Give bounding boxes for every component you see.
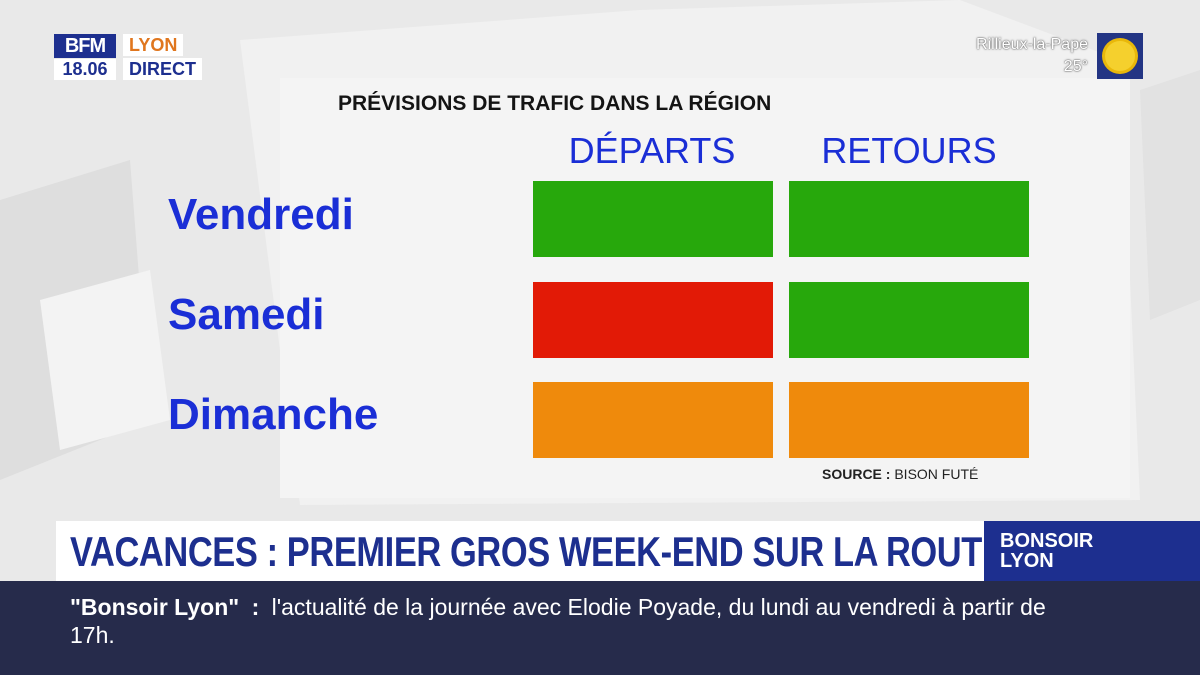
cell-samedi-retours bbox=[789, 282, 1029, 358]
cell-dimanche-departs bbox=[533, 382, 773, 458]
source-note: SOURCE : BISON FUTÉ bbox=[822, 466, 978, 482]
headline: VACANCES : PREMIER GROS WEEK-END SUR LA … bbox=[70, 528, 1005, 575]
ticker-separator: : bbox=[251, 594, 260, 620]
cell-vendredi-retours bbox=[789, 181, 1029, 257]
channel-logo: BFM 18.06 bbox=[54, 34, 116, 80]
source-label: SOURCE : bbox=[822, 466, 891, 482]
cell-dimanche-retours bbox=[789, 382, 1029, 458]
bfm-logo: BFM bbox=[54, 34, 116, 58]
source-value: BISON FUTÉ bbox=[894, 466, 979, 482]
weather-location: Rillieux-la-Pape bbox=[975, 36, 1088, 53]
clock-time: 18.06 bbox=[54, 59, 116, 80]
cell-vendredi-departs bbox=[533, 181, 773, 257]
row-label-dimanche: Dimanche bbox=[168, 390, 379, 439]
weather-temperature: 25° bbox=[1063, 58, 1088, 75]
column-header-departs: DÉPARTS bbox=[568, 130, 736, 171]
show-name-line1: BONSOIR bbox=[1000, 530, 1094, 552]
live-label: DIRECT bbox=[123, 58, 202, 80]
show-name-line2: LYON bbox=[1000, 550, 1054, 572]
column-header-retours: RETOURS bbox=[821, 130, 997, 171]
chart-title-text: PRÉVISIONS DE TRAFIC DANS LA RÉGION bbox=[338, 92, 772, 115]
ticker-show-name: "Bonsoir Lyon" bbox=[70, 594, 240, 620]
sun-icon bbox=[1105, 41, 1135, 71]
ticker-bar: "Bonsoir Lyon" : l'actualité de la journ… bbox=[0, 581, 1200, 675]
city-label: LYON bbox=[123, 34, 184, 56]
headline-bar bbox=[56, 521, 984, 581]
ticker-text: "Bonsoir Lyon" : l'actualité de la journ… bbox=[70, 593, 1070, 649]
cell-samedi-departs bbox=[533, 282, 773, 358]
show-badge: BONSOIR LYON bbox=[984, 521, 1200, 581]
weather-icon-box bbox=[1097, 33, 1143, 79]
row-label-vendredi: Vendredi bbox=[168, 190, 354, 239]
ticker-description: l'actualité de la journée avec Elodie Po… bbox=[70, 594, 1046, 648]
row-label-samedi: Samedi bbox=[168, 290, 325, 339]
